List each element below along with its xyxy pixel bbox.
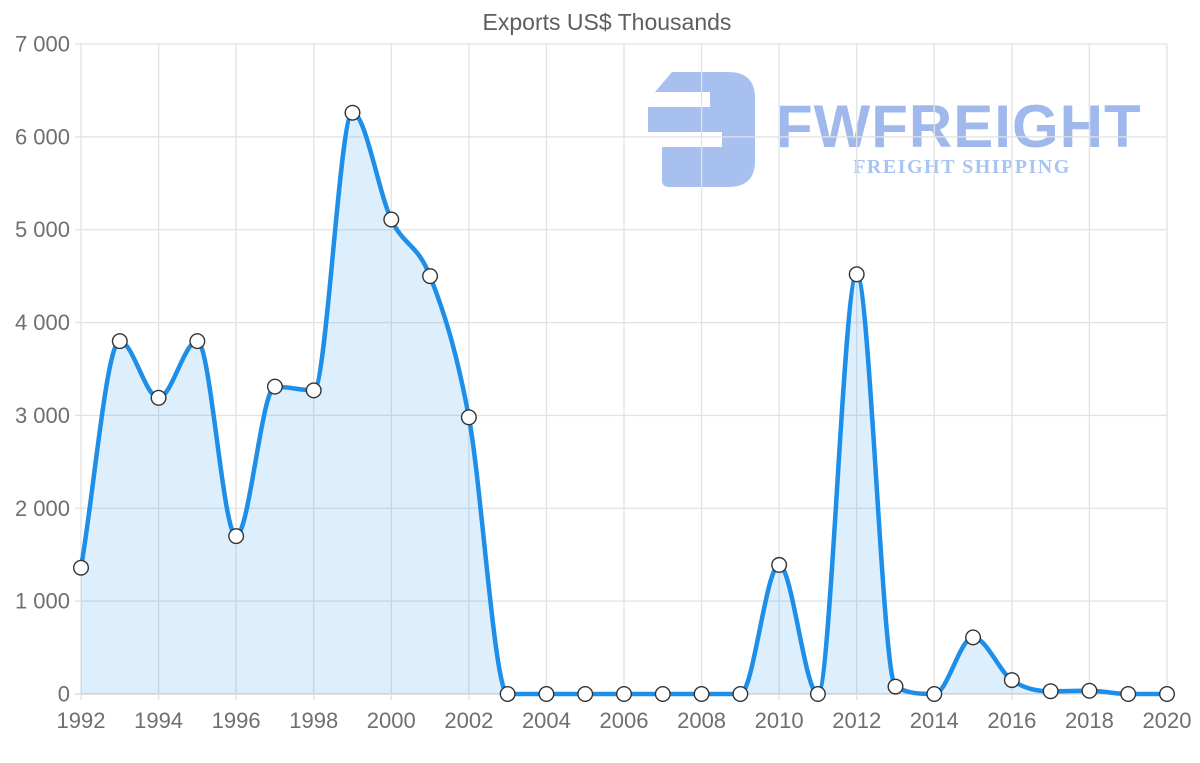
x-tick-label: 1992 [57, 708, 106, 733]
x-axis-labels: 1992 1994 1996 1998 2000 2002 2004 2006 2008 2010… [57, 708, 1192, 733]
data-point-1997 [266, 378, 283, 395]
data-point-1994 [150, 389, 167, 406]
data-point-1992 [72, 559, 89, 576]
data-point-2007 [654, 686, 671, 703]
y-tick-label: 1 000 [15, 589, 70, 614]
x-tick-label: 2002 [444, 708, 493, 733]
x-tick-label: 2014 [910, 708, 959, 733]
data-point-1996 [228, 528, 245, 545]
data-point-2006 [616, 686, 633, 703]
data-point-2009 [732, 686, 749, 703]
x-tick-label: 2016 [987, 708, 1036, 733]
x-tick-label: 1994 [134, 708, 183, 733]
y-tick-label: 4 000 [15, 310, 70, 335]
grid-lines [75, 43, 1168, 700]
data-point-2011 [809, 686, 826, 703]
data-point-2004 [538, 686, 555, 703]
y-tick-label: 5 000 [15, 217, 70, 242]
data-point-2000 [383, 211, 400, 228]
data-point-2015 [965, 629, 982, 646]
y-axis-labels: 0 1 000 2 000 3 000 4 000 5 000 6 000 7 000 [15, 32, 70, 707]
data-point-2019 [1120, 686, 1137, 703]
x-tick-label: 1996 [212, 708, 261, 733]
data-point-2001 [422, 268, 439, 285]
data-point-markers [72, 104, 1175, 703]
x-tick-label: 2008 [677, 708, 726, 733]
data-point-2003 [499, 686, 516, 703]
chart-title: Exports US$ Thousands [482, 9, 732, 35]
y-tick-label: 2 000 [15, 496, 70, 521]
data-point-2002 [460, 409, 477, 426]
data-point-2012 [848, 266, 865, 283]
data-point-2010 [771, 556, 788, 573]
x-tick-label: 2012 [832, 708, 881, 733]
x-tick-label: 1998 [289, 708, 338, 733]
data-point-2020 [1158, 686, 1175, 703]
y-tick-label: 3 000 [15, 403, 70, 428]
x-tick-label: 2004 [522, 708, 571, 733]
series-area [81, 112, 1167, 694]
x-tick-label: 2020 [1143, 708, 1192, 733]
data-point-1999 [344, 104, 361, 121]
data-point-2016 [1003, 672, 1020, 689]
y-tick-label: 7 000 [15, 32, 70, 57]
x-tick-label: 2006 [600, 708, 649, 733]
data-point-2008 [693, 686, 710, 703]
data-point-2005 [577, 686, 594, 703]
x-tick-label: 2000 [367, 708, 416, 733]
y-tick-label: 6 000 [15, 124, 70, 149]
data-point-2013 [887, 678, 904, 695]
x-tick-label: 2018 [1065, 708, 1114, 733]
x-tick-label: 2010 [755, 708, 804, 733]
y-tick-label: 0 [58, 682, 70, 707]
data-point-2018 [1081, 682, 1098, 699]
data-point-1998 [305, 382, 322, 399]
data-point-1993 [111, 333, 128, 350]
data-point-2014 [926, 686, 943, 703]
data-point-1995 [189, 333, 206, 350]
data-point-2017 [1042, 683, 1059, 700]
